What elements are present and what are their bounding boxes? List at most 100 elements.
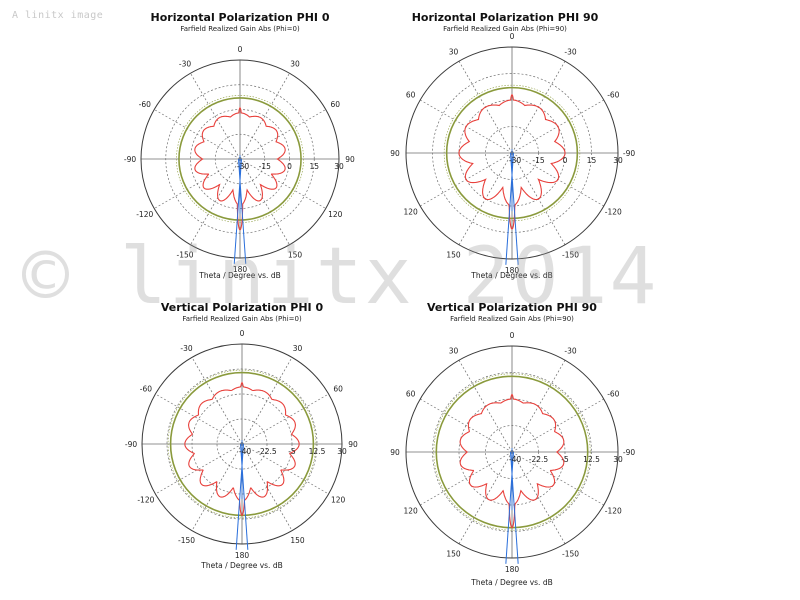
grid-spoke <box>191 357 243 445</box>
chart-footer: Theta / Degree vs. dB <box>470 578 552 587</box>
angle-tick-label: -120 <box>605 507 622 516</box>
grid-spoke <box>241 393 329 445</box>
grid-spoke <box>190 73 241 160</box>
angle-tick-label: -120 <box>137 496 154 505</box>
angle-tick-label: -90 <box>623 448 635 457</box>
image-caption: A linitx image <box>12 10 104 21</box>
angle-tick-label: -60 <box>607 390 619 399</box>
angle-tick-label: -30 <box>564 347 576 356</box>
angle-tick-label: -30 <box>564 48 576 57</box>
gain-pattern-curve <box>194 106 286 231</box>
angle-tick-label: -30 <box>179 60 191 69</box>
grid-spoke <box>154 109 241 160</box>
angle-tick-label: 120 <box>404 507 419 516</box>
angle-tick-label: -150 <box>562 250 579 259</box>
grid-spoke <box>155 443 243 495</box>
angle-tick-label: -90 <box>125 440 137 449</box>
angle-tick-label: 150 <box>446 250 461 259</box>
chart-footer: Theta / Degree vs. dB <box>198 271 280 280</box>
radial-tick-label: -30 <box>237 162 249 171</box>
beam-line <box>233 158 242 264</box>
angle-tick-label: 150 <box>446 549 461 558</box>
angle-tick-label: -90 <box>623 149 635 158</box>
chart-footer: Theta / Degree vs. dB <box>470 271 552 280</box>
angle-tick-label: -120 <box>605 208 622 217</box>
reference-circle-dotted <box>167 369 317 519</box>
grid-spoke <box>155 393 243 445</box>
chart-title: Horizontal Polarization PHI 0 <box>151 11 330 24</box>
radial-tick-label: 30 <box>613 156 623 165</box>
chart-footer: Theta / Degree vs. dB <box>200 561 282 570</box>
gain-pattern-curve <box>459 393 565 529</box>
angle-tick-label: 180 <box>233 265 248 274</box>
radial-tick-label: 0 <box>287 162 292 171</box>
outer-ring <box>140 59 340 259</box>
angle-tick-label: -60 <box>607 91 619 100</box>
reference-circle <box>178 97 302 221</box>
chart-title: Vertical Polarization PHI 0 <box>161 301 324 314</box>
grid-spoke <box>241 443 329 495</box>
angle-tick-label: 30 <box>449 347 459 356</box>
angle-tick-label: 120 <box>404 208 419 217</box>
grid-spoke <box>511 398 604 453</box>
radial-tick-label: -15 <box>259 162 271 171</box>
radial-tick-label: -15 <box>532 156 544 165</box>
chart-title: Horizontal Polarization PHI 90 <box>412 11 599 24</box>
angle-tick-label: 60 <box>330 100 340 109</box>
angle-tick-label: 30 <box>290 60 300 69</box>
chart-subtitle: Farfield Realized Gain Abs (Phi=0) <box>180 25 300 33</box>
radial-tick-label: 30 <box>337 447 347 456</box>
angle-tick-label: 90 <box>345 155 355 164</box>
radial-tick-label: -30 <box>509 156 521 165</box>
outer-ring <box>141 343 343 545</box>
radial-tick-label: -22.5 <box>257 447 277 456</box>
angle-tick-label: 120 <box>328 210 343 219</box>
angle-tick-label: 0 <box>510 331 515 340</box>
angle-tick-label: -150 <box>176 250 193 259</box>
grid-spoke <box>154 158 241 209</box>
radial-tick-label: -5 <box>288 447 296 456</box>
grid-spoke <box>239 158 326 209</box>
angle-tick-label: 0 <box>238 45 243 54</box>
angle-tick-label: -60 <box>140 385 152 394</box>
grid-spoke <box>239 109 326 160</box>
angle-tick-label: 150 <box>290 536 305 545</box>
grid-spoke <box>190 158 241 245</box>
grid-spoke <box>239 158 290 245</box>
grid-spoke <box>458 451 513 544</box>
radial-tick-label: 30 <box>613 455 623 464</box>
angle-tick-label: -90 <box>124 155 136 164</box>
radial-tick-label: 0 <box>563 156 568 165</box>
reference-circle-dotted <box>433 373 591 531</box>
grid-spoke <box>239 73 290 160</box>
angle-tick-label: 60 <box>333 385 343 394</box>
radial-tick-label: 30 <box>334 162 344 171</box>
angle-tick-label: -150 <box>562 549 579 558</box>
angle-tick-label: 60 <box>406 390 416 399</box>
angle-tick-label: 0 <box>510 32 515 41</box>
grid-spoke <box>511 451 604 506</box>
gain-pattern-curve <box>458 93 566 230</box>
angle-tick-label: 90 <box>390 149 400 158</box>
reference-circle-dotted <box>176 95 304 223</box>
chart-title: Vertical Polarization PHI 90 <box>427 301 597 314</box>
angle-tick-label: 90 <box>390 448 400 457</box>
angle-tick-label: 30 <box>293 344 303 353</box>
angle-tick-label: 90 <box>348 440 358 449</box>
chart-subtitle: Farfield Realized Gain Abs (Phi=0) <box>182 315 302 323</box>
radial-tick-label: -22.5 <box>529 455 549 464</box>
chart-subtitle: Farfield Realized Gain Abs (Phi=90) <box>450 315 574 323</box>
outer-ring <box>405 345 619 559</box>
radial-tick-label: -40 <box>239 447 251 456</box>
chart-subtitle: Farfield Realized Gain Abs (Phi=90) <box>443 25 567 33</box>
angle-tick-label: -150 <box>178 536 195 545</box>
angle-tick-label: 150 <box>288 250 303 259</box>
angle-tick-label: 60 <box>406 91 416 100</box>
angle-tick-label: 180 <box>235 551 250 560</box>
grid-spoke <box>420 398 513 453</box>
